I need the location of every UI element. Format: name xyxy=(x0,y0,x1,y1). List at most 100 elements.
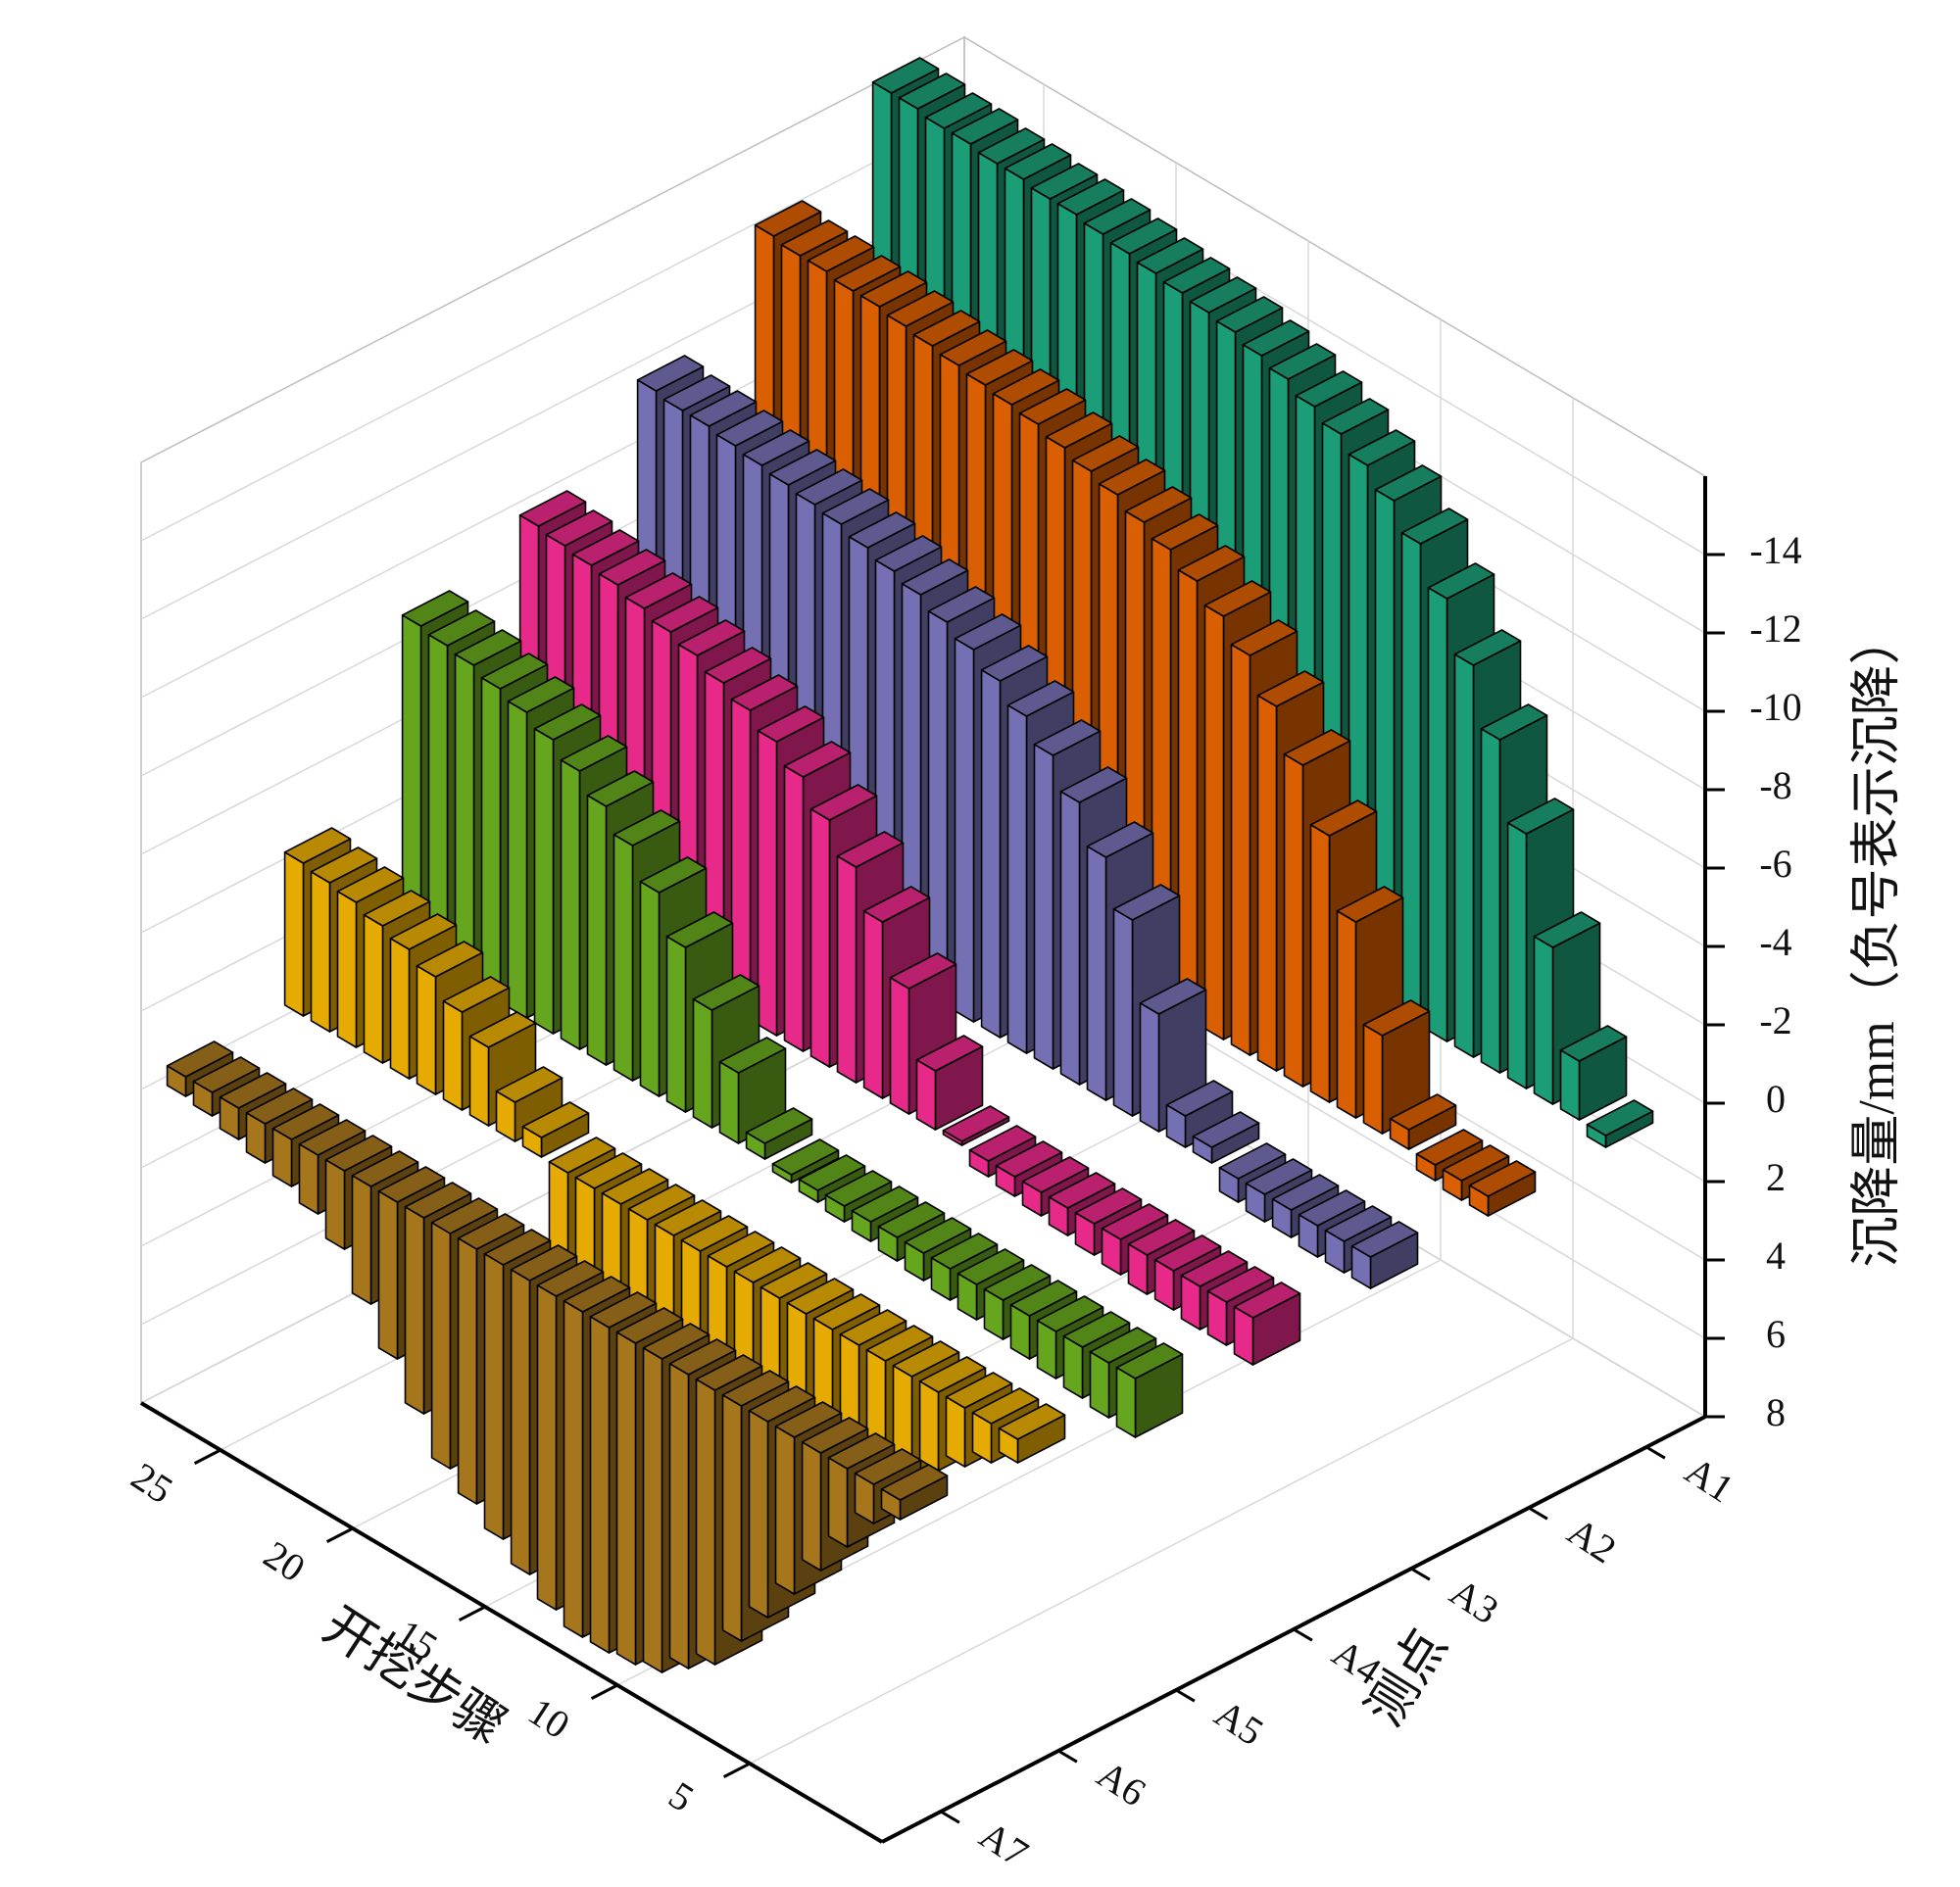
bar-front xyxy=(954,637,975,1023)
bar-top xyxy=(1256,670,1325,707)
bar-front xyxy=(639,880,661,1097)
bar-top xyxy=(692,974,760,1011)
bar-top xyxy=(1089,1327,1157,1364)
bar-front xyxy=(1362,1024,1384,1135)
bar-top xyxy=(1124,486,1193,523)
bar-front xyxy=(1480,727,1501,1074)
bar-top xyxy=(968,1125,1037,1162)
bar-front xyxy=(442,999,464,1111)
bar-top xyxy=(733,1246,802,1283)
bar-top xyxy=(571,529,640,566)
series-tick xyxy=(1528,1506,1548,1521)
bar-front xyxy=(783,764,805,1052)
series-tick-label: A1 xyxy=(1678,1448,1742,1511)
bar-top xyxy=(689,390,758,427)
bar-top xyxy=(886,290,955,327)
series-tick xyxy=(1057,1749,1078,1764)
bar-top xyxy=(401,590,469,627)
bar xyxy=(998,1403,1066,1464)
x-tick xyxy=(193,1448,221,1465)
bar-top xyxy=(545,509,613,547)
bar-top xyxy=(416,941,484,978)
bar-front xyxy=(748,1410,769,1619)
bar-top xyxy=(219,1072,287,1109)
bar-front xyxy=(589,1316,611,1654)
series-tick-label: A6 xyxy=(1090,1752,1154,1814)
bar-front xyxy=(1427,586,1448,1042)
bar-top xyxy=(977,127,1046,165)
bar-top xyxy=(1177,545,1246,582)
series-tick xyxy=(1410,1567,1431,1581)
bar-top xyxy=(1018,388,1087,425)
bar-top xyxy=(1071,435,1140,472)
bar-top xyxy=(1127,1219,1196,1256)
bar-front xyxy=(416,964,437,1095)
bar-top xyxy=(1056,178,1125,216)
bar-top xyxy=(1348,429,1416,466)
bar-top xyxy=(707,1231,775,1268)
bar-top xyxy=(1559,1025,1628,1062)
z-tick-label: -6 xyxy=(1759,842,1791,886)
bar-top xyxy=(598,549,666,586)
bar-front xyxy=(468,1036,490,1127)
bar-top xyxy=(892,1340,960,1378)
bar-top xyxy=(533,703,602,741)
bar-top xyxy=(192,1056,261,1093)
bar-top xyxy=(601,1168,669,1205)
bar-top xyxy=(721,1370,790,1407)
bar-top xyxy=(1268,343,1337,380)
bar-front xyxy=(586,794,608,1066)
bar-top xyxy=(1321,398,1390,435)
bar-front xyxy=(1139,1001,1160,1133)
bar-top xyxy=(480,653,549,690)
bar-top xyxy=(898,73,966,110)
bar-front xyxy=(642,1347,663,1673)
bar-top xyxy=(1362,999,1431,1037)
bar-top xyxy=(1162,257,1231,294)
x-axis-line xyxy=(139,1401,884,1844)
bar-top xyxy=(801,1417,869,1454)
bar-top xyxy=(904,1217,972,1254)
grid-line xyxy=(749,1337,1574,1765)
bar-front xyxy=(665,935,687,1113)
bar-top xyxy=(827,1432,896,1470)
bar xyxy=(771,1138,840,1184)
bar-top xyxy=(665,911,734,948)
bar-top xyxy=(1453,629,1522,666)
bar-top xyxy=(889,952,957,990)
series-tick-label: A2 xyxy=(1560,1509,1625,1572)
bar-front xyxy=(1533,935,1554,1105)
z-tick-label: 0 xyxy=(1766,1077,1786,1121)
bar-top xyxy=(680,1215,749,1252)
bar-top xyxy=(1192,1111,1260,1148)
bar-top xyxy=(627,1184,696,1221)
bar-top xyxy=(939,329,1007,366)
bar-front xyxy=(827,1457,849,1548)
z-tick-label: -14 xyxy=(1749,528,1801,572)
bar-top xyxy=(695,1354,763,1391)
bar-layer xyxy=(166,57,1654,1673)
series-tick xyxy=(1293,1627,1313,1642)
bar-top xyxy=(874,535,943,572)
bar-top xyxy=(563,1276,631,1313)
bar xyxy=(880,1464,949,1521)
bar-top xyxy=(457,1213,525,1250)
bar-front xyxy=(1230,643,1251,1056)
z-tick-label: -2 xyxy=(1759,998,1791,1042)
grid-line xyxy=(140,115,965,542)
bar-top xyxy=(1245,1158,1313,1195)
bar-top xyxy=(757,705,825,743)
bar-top xyxy=(548,1137,616,1174)
bar-front xyxy=(1086,845,1107,1101)
bar-top xyxy=(862,886,931,923)
bar xyxy=(1362,999,1431,1135)
bar-top xyxy=(930,1233,999,1270)
bar-top xyxy=(1215,296,1284,333)
bar-top xyxy=(1242,319,1310,357)
x-tick xyxy=(325,1526,354,1543)
bar-top xyxy=(718,1037,787,1074)
bar-top xyxy=(1151,513,1219,551)
bar-front xyxy=(1059,790,1081,1086)
bar-top xyxy=(1480,703,1548,741)
